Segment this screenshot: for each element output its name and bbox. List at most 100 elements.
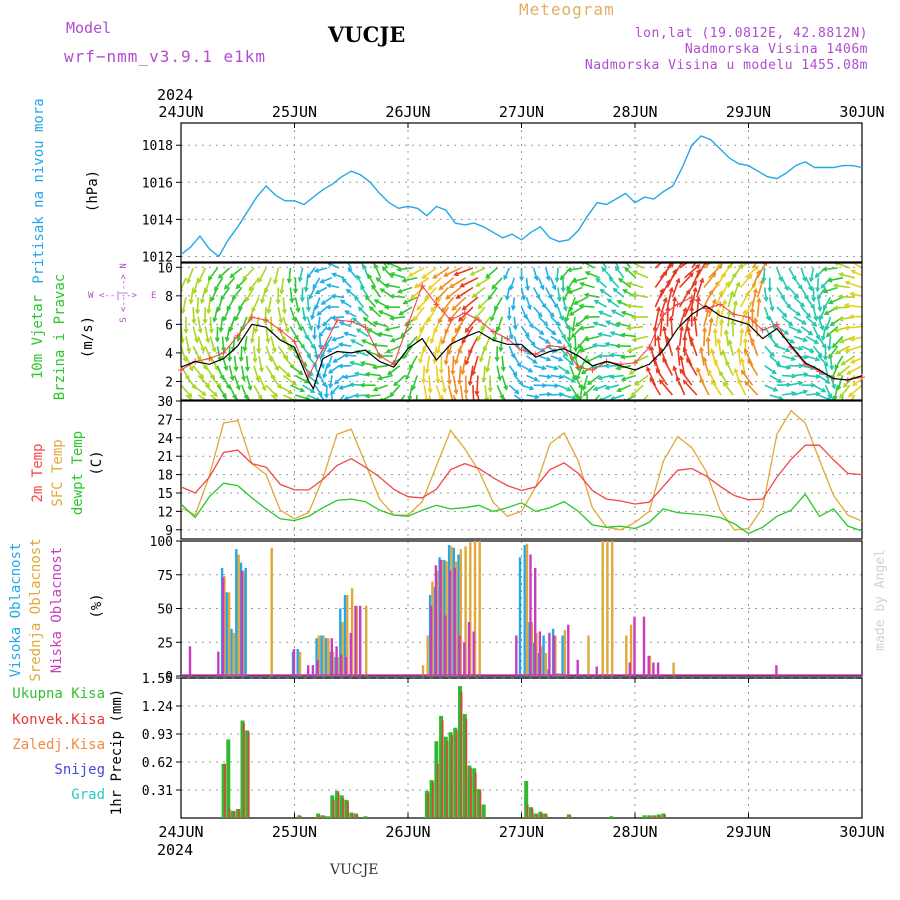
wind-arrow-head [597, 332, 603, 337]
wind-arrow [265, 345, 273, 362]
wind-arrow-head [740, 357, 745, 363]
wind-arrow [568, 286, 583, 294]
chart-panels: 1012101410161018246810912151821242730025… [142, 122, 865, 819]
wind-arrow [739, 291, 750, 308]
wind-arrow [663, 326, 669, 347]
wind-arrow-head [389, 337, 396, 343]
low-cloud-bar [656, 662, 660, 676]
mid-cloud-bar [445, 561, 448, 677]
total-rain-bar [297, 815, 302, 818]
wind-arrow-head [556, 296, 562, 303]
wind-arrow [550, 277, 556, 290]
wind-arrow-head [559, 275, 565, 281]
wind-arrow [460, 277, 479, 288]
wind-arrow [793, 373, 808, 377]
mid-cloud-bar [587, 635, 590, 676]
y-tick-label: 1.24 [142, 700, 173, 715]
wind-arrow [557, 345, 568, 357]
wind-arrow-head [235, 385, 241, 391]
wind-arrow-head [424, 368, 430, 375]
watermark: made by Angel [873, 549, 888, 651]
wind-arrow [443, 267, 462, 277]
convective-rain-bar [224, 763, 227, 818]
wind-arrow [550, 393, 564, 396]
total-rain-bar [424, 790, 429, 818]
wind-arrow-head [402, 299, 408, 305]
wind-arrow-head [393, 381, 399, 387]
wind-arrow [229, 316, 236, 332]
wind-gust-marker [688, 294, 695, 301]
wind-arrow [440, 375, 446, 393]
wind-arrow-head [845, 370, 852, 375]
wind-arrow-head [528, 367, 534, 373]
wind-arrow-head [828, 353, 833, 360]
wind-arrow [306, 336, 315, 349]
wind-arrow [621, 355, 636, 359]
wind-arrow-head [735, 281, 741, 287]
wind-arrow [229, 267, 243, 278]
y-tick-label: 50 [157, 603, 173, 618]
wind-arrow-head [326, 347, 332, 353]
wind-arrow-head [825, 332, 831, 338]
low-cloud-bar [472, 631, 475, 676]
wind-arrow-head [476, 336, 482, 342]
wind-arrow-head [802, 389, 809, 395]
y-tick-label: 1014 [142, 213, 173, 228]
wind-arrow [740, 370, 754, 386]
wind-arrow [378, 310, 394, 318]
x-tick-label-bottom: 27JUN [499, 823, 544, 841]
wind-arrow [828, 277, 843, 282]
wind-arrow [851, 269, 862, 277]
wind-arrow [573, 345, 583, 359]
wind-arrow-head [359, 360, 366, 366]
wind-arrow-head [337, 342, 344, 348]
wind-arrow-head [716, 337, 722, 344]
wind-arrow [538, 296, 547, 308]
mid-cloud-bar [227, 592, 231, 676]
wind-arrow [654, 288, 664, 308]
wind-arrow [318, 326, 328, 337]
wind-arrow [580, 345, 595, 352]
wind-arrow [598, 374, 612, 380]
wind-arrow-head [592, 386, 599, 391]
wind-arrow-head [565, 324, 570, 331]
wind-gust-marker [206, 355, 213, 362]
mid-cloud-bar [535, 632, 538, 676]
wind-arrow [373, 384, 388, 391]
wind-arrow-head [599, 288, 605, 294]
wind-arrow-head [675, 277, 681, 284]
mid-cloud-bar [459, 549, 462, 676]
wind-arrow [344, 332, 357, 338]
wind-arrow-head [509, 285, 514, 291]
wind-arrow-head [504, 295, 510, 301]
wind-arrow-head [228, 402, 232, 406]
wind-arrow-head [413, 283, 420, 289]
wind-arrow [445, 346, 450, 365]
wind-arrow-head [304, 378, 310, 384]
wind-unit-label: (m/s) [80, 316, 96, 358]
wind-arrow-head [279, 289, 285, 295]
wind-arrow [213, 306, 219, 322]
x-tick-label-top: 27JUN [499, 103, 544, 121]
wind-arrow [314, 297, 321, 310]
wind-arrow-head [630, 314, 637, 320]
wind-arrow-head [330, 315, 336, 321]
precip-legend-item: Grad [71, 787, 105, 803]
wind-arrow [737, 348, 742, 366]
wind-arrow [837, 365, 851, 377]
wind-arrow-head [662, 357, 667, 363]
precip-legend-item: Snijeg [54, 762, 105, 778]
wind-arrow-head [343, 331, 349, 337]
wind-arrow [233, 375, 240, 390]
wind-arrow-head [297, 326, 303, 332]
pressure-unit-label: (hPa) [85, 170, 101, 212]
low-cloud-label: Niska Oblacnost [49, 547, 65, 673]
wind-arrow-head [490, 316, 495, 322]
wind-arrow-head [339, 299, 346, 305]
wind-arrow-head [313, 268, 320, 273]
wind-arrow [223, 306, 231, 321]
wind-arrow [583, 384, 596, 396]
wind-arrow-head [412, 316, 418, 322]
wind-gust-marker [248, 314, 255, 321]
wind-arrow-head [479, 357, 484, 363]
